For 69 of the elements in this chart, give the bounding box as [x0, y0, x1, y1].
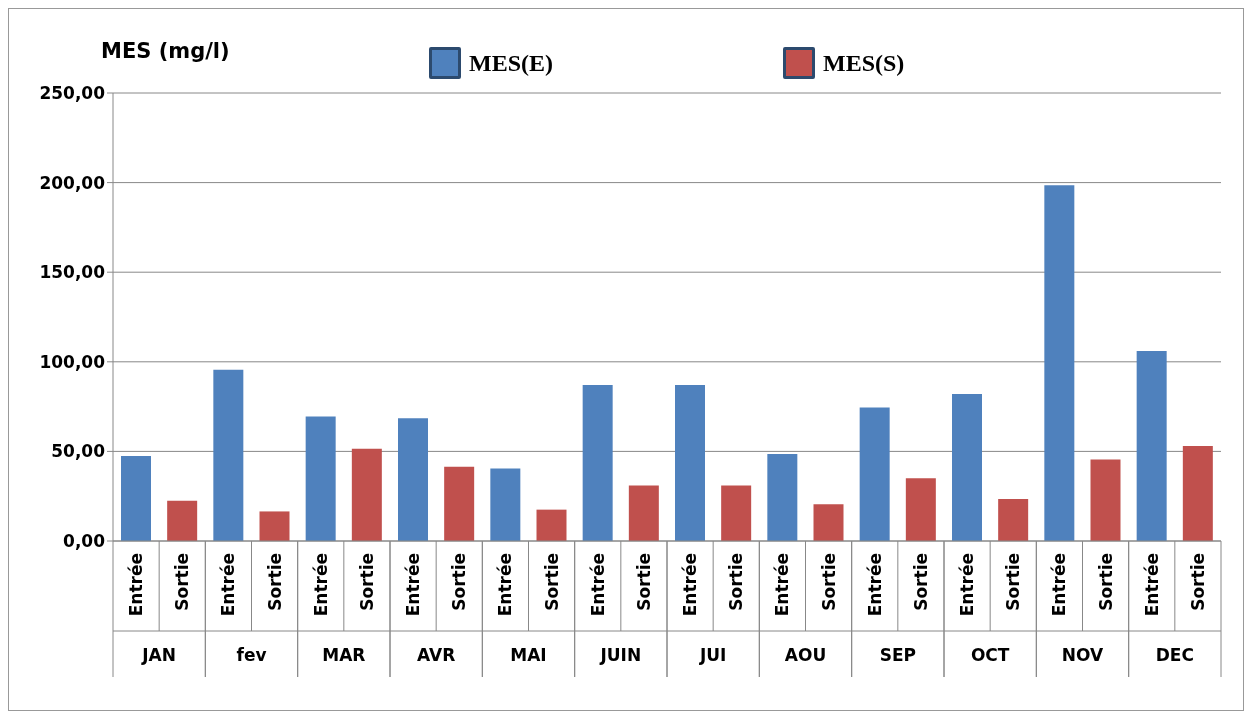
bar [1090, 459, 1121, 541]
bar [351, 448, 382, 541]
bar [213, 369, 244, 541]
bar [536, 509, 567, 541]
bar [305, 416, 336, 541]
x-tick-label: JUI [698, 645, 727, 665]
x-tick-label: SEP [879, 645, 916, 665]
y-tick-label: 50,00 [51, 441, 106, 462]
text: Entrée [403, 553, 424, 617]
bar [628, 485, 659, 541]
x-tick-label: NOV [1061, 645, 1105, 665]
bar [767, 454, 798, 541]
x-tick-label: AOU [784, 645, 827, 665]
y-tick-label: 0,00 [63, 531, 106, 552]
bar [813, 504, 844, 541]
bar [1044, 185, 1075, 541]
bar [721, 485, 752, 541]
text: Sortie [1095, 553, 1116, 611]
text: Entrée [126, 553, 147, 617]
text: Sortie [356, 553, 377, 611]
bar [1136, 351, 1167, 541]
text: Sortie [1187, 553, 1208, 611]
bar [675, 385, 705, 541]
bar [952, 394, 982, 541]
x-tick-label: fev [236, 645, 267, 665]
x-tick-label: JAN [141, 645, 177, 665]
text: Sortie [541, 553, 562, 611]
bar [444, 466, 475, 541]
bar [582, 385, 613, 541]
y-tick-label: 150,00 [39, 262, 106, 283]
text: Sortie [264, 553, 285, 611]
text: Sortie [633, 553, 654, 611]
text: Entrée [772, 553, 793, 617]
bar [859, 407, 890, 541]
x-tick-label: JUIN [599, 645, 642, 665]
bar [998, 498, 1029, 541]
bar [905, 478, 936, 541]
x-tick-label: MAI [510, 645, 547, 665]
text: Entrée [864, 553, 885, 617]
text: Sortie [910, 553, 931, 611]
text: Sortie [172, 553, 193, 611]
text: Sortie [818, 553, 839, 611]
text: Entrée [1049, 553, 1070, 617]
y-tick-label: 100,00 [39, 351, 106, 372]
bar [121, 455, 151, 541]
bar [259, 511, 290, 541]
text: Sortie [1003, 553, 1024, 611]
text: Entrée [218, 553, 239, 617]
y-tick-label: 250,00 [39, 83, 106, 104]
x-tick-label: DEC [1155, 645, 1194, 665]
legend-label: MES(E) [469, 49, 553, 77]
text: Entrée [310, 553, 331, 617]
text: Entrée [1141, 553, 1162, 617]
x-tick-label: MAR [322, 645, 366, 665]
y-axis-title: MES (mg/l) [101, 39, 230, 63]
text: Sortie [726, 553, 747, 611]
text: Entrée [680, 553, 701, 617]
legend-label: MES(S) [823, 49, 905, 77]
text: Entrée [587, 553, 608, 617]
x-tick-label: OCT [970, 645, 1010, 665]
bar [398, 418, 428, 541]
bar [490, 468, 521, 541]
text: Entrée [957, 553, 978, 617]
text: Entrée [495, 553, 516, 617]
text: Sortie [449, 553, 470, 611]
bar [167, 500, 198, 541]
x-tick-label: AVR [417, 645, 456, 665]
bar [1182, 446, 1213, 541]
y-tick-label: 200,00 [39, 172, 106, 193]
